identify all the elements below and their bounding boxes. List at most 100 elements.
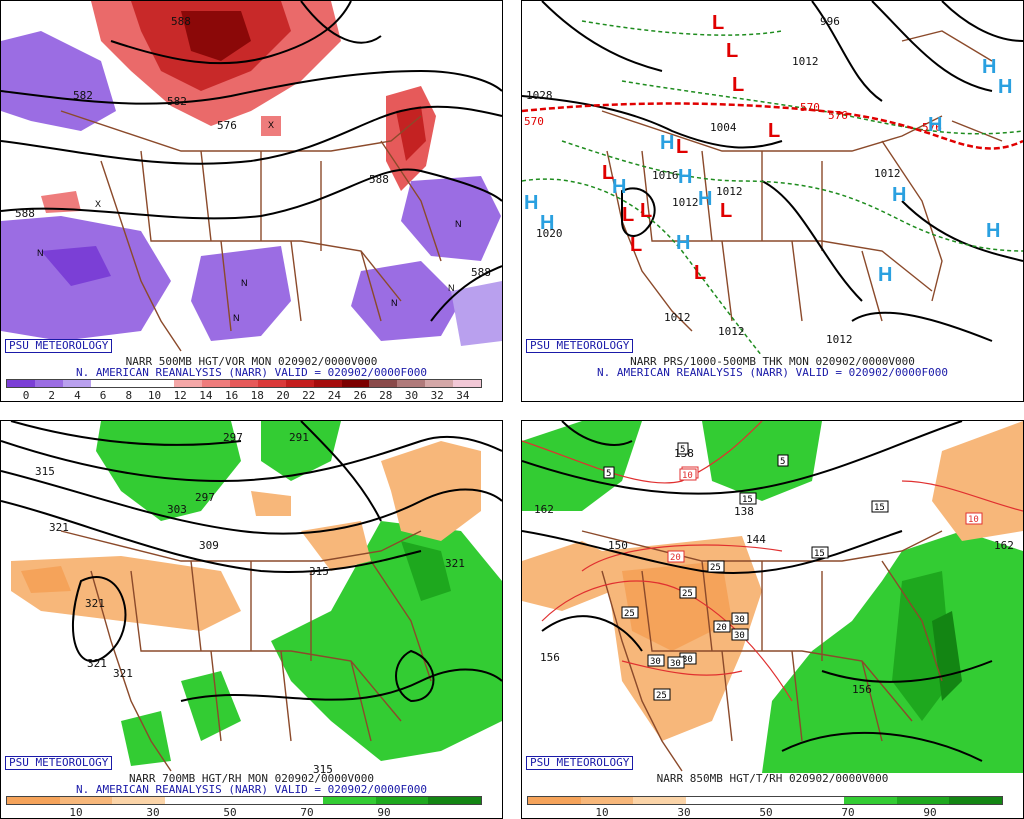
colorbar-segment — [270, 797, 324, 804]
height-contour-label: 156 — [852, 683, 872, 696]
thickness-label: 576 — [828, 109, 848, 122]
high-pressure-symbol: H — [676, 232, 690, 254]
colorbar-tick-label: 70 — [300, 806, 314, 819]
colorbar-segment — [285, 380, 314, 387]
temperature-label: 25 — [679, 586, 697, 599]
isobar-label: 1016 — [652, 169, 679, 182]
temperature-label: 25 — [653, 688, 671, 701]
colorbar-segment — [580, 797, 634, 804]
colorbar-segment — [174, 380, 203, 387]
svg-text:10: 10 — [682, 471, 693, 481]
isobar-label: 1012 — [672, 196, 699, 209]
low-pressure-symbol: L — [726, 40, 738, 62]
colorbar-segment — [375, 797, 429, 804]
colorbar-tick-label: 28 — [379, 389, 393, 402]
isobar-label: 1012 — [664, 311, 691, 324]
svg-text:20: 20 — [716, 623, 727, 633]
svg-text:25: 25 — [710, 563, 721, 573]
height-contour-label: 138 — [734, 505, 754, 518]
low-pressure-symbol: L — [640, 200, 652, 222]
isobar-label: 1020 — [536, 227, 563, 240]
psu-meteorology-badge: PSU METEOROLOGY — [5, 339, 113, 353]
temperature-labels: 5510515151520252525303030203030251010 — [603, 442, 983, 701]
height-contour-label: 315 — [309, 565, 329, 578]
humidity-colorbar — [527, 796, 1003, 805]
colorbar-segment — [59, 797, 113, 804]
colorbar-tick-label: 16 — [224, 389, 239, 402]
colorbar-segment — [633, 797, 687, 804]
vort-max-symbol: X — [95, 199, 101, 209]
colorbar-tick-label: 2 — [48, 389, 55, 402]
colorbar-tick-label: 0 — [22, 389, 30, 402]
colorbar-segment — [217, 797, 271, 804]
low-pressure-symbol: L — [676, 136, 688, 158]
map-850mb: 162 150 156 138 138 156 162 144 55105151… — [522, 421, 1023, 773]
high-pressure-symbol: H — [986, 220, 1000, 242]
isobar-label: 1012 — [716, 185, 743, 198]
vort-max-symbol: N — [455, 219, 462, 229]
humidity-colorbar — [6, 796, 482, 805]
colorbar-segment — [90, 380, 119, 387]
colorbar-tick-label: 10 — [147, 389, 162, 402]
temperature-label: 25 — [621, 606, 639, 619]
temperature-label: 5 — [777, 454, 789, 467]
colorbar-tick-label: 30 — [404, 389, 419, 402]
svg-text:30: 30 — [670, 659, 681, 669]
height-contour-label: 309 — [199, 539, 219, 552]
colorbar-tick-label: 24 — [327, 389, 342, 402]
colorbar-segment — [313, 380, 342, 387]
svg-text:30: 30 — [734, 631, 745, 641]
height-contour-label: 321 — [85, 597, 105, 610]
vort-max-symbol: N — [37, 248, 44, 258]
colorbar-segment — [738, 797, 792, 804]
colorbar-segment — [7, 797, 60, 804]
svg-text:30: 30 — [734, 615, 745, 625]
colorbar-tick-label: 12 — [173, 389, 187, 402]
temperature-label: 10 — [679, 468, 697, 481]
temperature-label: 15 — [811, 546, 829, 559]
temperature-label: 30 — [731, 628, 749, 641]
colorbar-segment — [428, 797, 482, 804]
height-contour-label: 315 — [313, 763, 333, 773]
high-pressure-symbol: H — [660, 132, 674, 154]
vort-max-symbol: N — [391, 298, 398, 308]
panel-sea-level-pressure: 996 1028 1004 1012 1012 1016 1012 1020 1… — [521, 0, 1024, 402]
height-contour-label: 321 — [445, 557, 465, 570]
temperature-label: 15 — [871, 500, 889, 513]
low-pressure-symbol: L — [768, 120, 780, 142]
isobar-label: 1012 — [792, 55, 819, 68]
colorbar-segment — [686, 797, 739, 804]
low-pressure-symbol: L — [694, 262, 706, 284]
contour-label: 576 — [217, 119, 237, 132]
map-valid-caption: N. AMERICAN REANALYSIS (NARR) VALID = 02… — [76, 783, 427, 796]
thickness-label: 570 — [800, 101, 820, 114]
colorbar-segment — [949, 797, 1003, 804]
isobar-label: 1028 — [526, 89, 553, 102]
colorbar-tick-label: 8 — [125, 389, 133, 402]
temperature-label: 15 — [739, 492, 757, 505]
psu-meteorology-badge: PSU METEOROLOGY — [526, 756, 634, 770]
contour-label: 588 — [369, 173, 389, 186]
high-pressure-symbol: H — [612, 176, 626, 198]
temperature-label: 20 — [713, 620, 731, 633]
svg-text:25: 25 — [656, 691, 667, 701]
temperature-label: 30 — [731, 612, 749, 625]
svg-text:30: 30 — [682, 655, 693, 665]
height-contour-label: 162 — [534, 503, 554, 516]
high-pressure-symbol: H — [982, 56, 996, 78]
map-caption: NARR 500MB HGT/VOR MON 020902/0000V000 — [125, 355, 378, 368]
height-contour-label: 321 — [87, 657, 107, 670]
high-pressure-symbol: H — [928, 114, 942, 136]
height-contour-label: 291 — [289, 431, 309, 444]
vorticity-colorbar-ticks: 0 2 4 6 8 10 12 14 16 18 20 22 24 26 28 30 32 34 — [6, 389, 482, 401]
colorbar-segment — [844, 797, 897, 804]
high-pressure-symbol: H — [878, 264, 892, 286]
colorbar-segment — [146, 380, 175, 387]
colorbar-tick-label: 22 — [302, 389, 316, 402]
svg-text:15: 15 — [874, 503, 885, 513]
colorbar-tick-label: 30 — [146, 806, 160, 819]
humidity-colorbar-ticks: 10 30 50 70 90 — [527, 806, 1003, 818]
low-pressure-symbol: L — [712, 12, 724, 34]
svg-text:5: 5 — [780, 457, 785, 467]
map-500mb: 582 588 576 588 588 582 588 N N N N N X … — [1, 1, 502, 356]
